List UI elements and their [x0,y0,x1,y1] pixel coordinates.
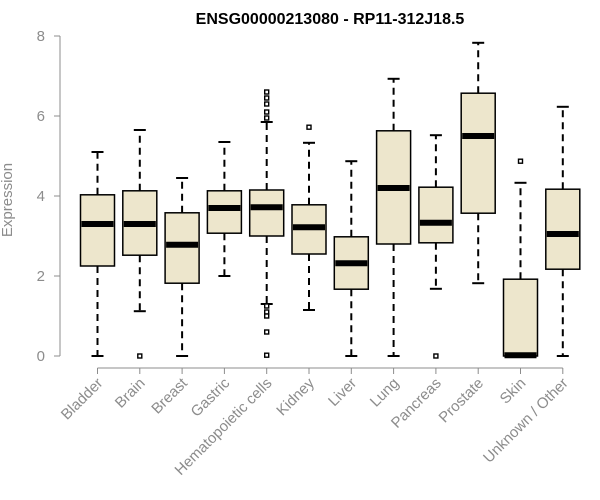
x-tick-label: Lung [367,375,403,411]
box-skin [502,158,539,359]
outlier-point [433,353,439,359]
x-tick-label: Liver [325,375,360,410]
box-breast [164,177,200,357]
chart-title: ENSG00000213080 - RP11-312J18.5 [196,11,465,28]
box-hematopoietic-cells [248,89,285,358]
outlier-point [306,124,312,130]
x-tick-label: Kidney [273,374,318,419]
iqr-box [418,186,454,244]
x-tick-label: Breast [148,374,191,417]
outlier-point [264,95,270,101]
outlier-point [264,89,270,95]
iqr-box [460,92,496,214]
box-brain [122,129,158,359]
y-axis: 0 2 4 6 8 [37,28,61,365]
y-axis-label: Expression [0,163,16,237]
outlier-point [264,303,270,309]
box-bladder [79,151,116,357]
box-pancreas [418,134,454,359]
box-kidney [291,124,327,311]
iqr-box [164,212,200,284]
iqr-box [502,278,539,357]
iqr-box [79,194,116,267]
box-unknown-other [545,105,581,357]
outlier-point [264,109,270,115]
outlier-point [137,353,143,359]
y-tick-label: 0 [37,348,45,365]
outlier-point [264,329,270,335]
box-gastric [206,141,243,277]
y-tick-label: 6 [37,108,45,125]
box-prostate [460,41,496,285]
x-tick-label: Prostate [435,375,487,427]
outlier-point [264,313,270,319]
x-tick-label: Bladder [58,375,107,424]
iqr-box [206,190,243,234]
box-liver [333,160,370,357]
y-tick-label: 8 [37,28,45,45]
iqr-box [248,189,285,237]
y-tick-label: 4 [37,188,45,205]
x-tick-label: Skin [497,375,530,408]
x-tick-label: Brain [112,375,149,412]
box-lung [375,77,412,357]
outlier-point [264,115,270,121]
outlier-point [264,101,270,107]
iqr-box [545,188,581,270]
outlier-point [264,352,270,358]
outlier-point [517,158,524,164]
y-tick-label: 2 [37,268,45,285]
box-series [79,41,581,359]
